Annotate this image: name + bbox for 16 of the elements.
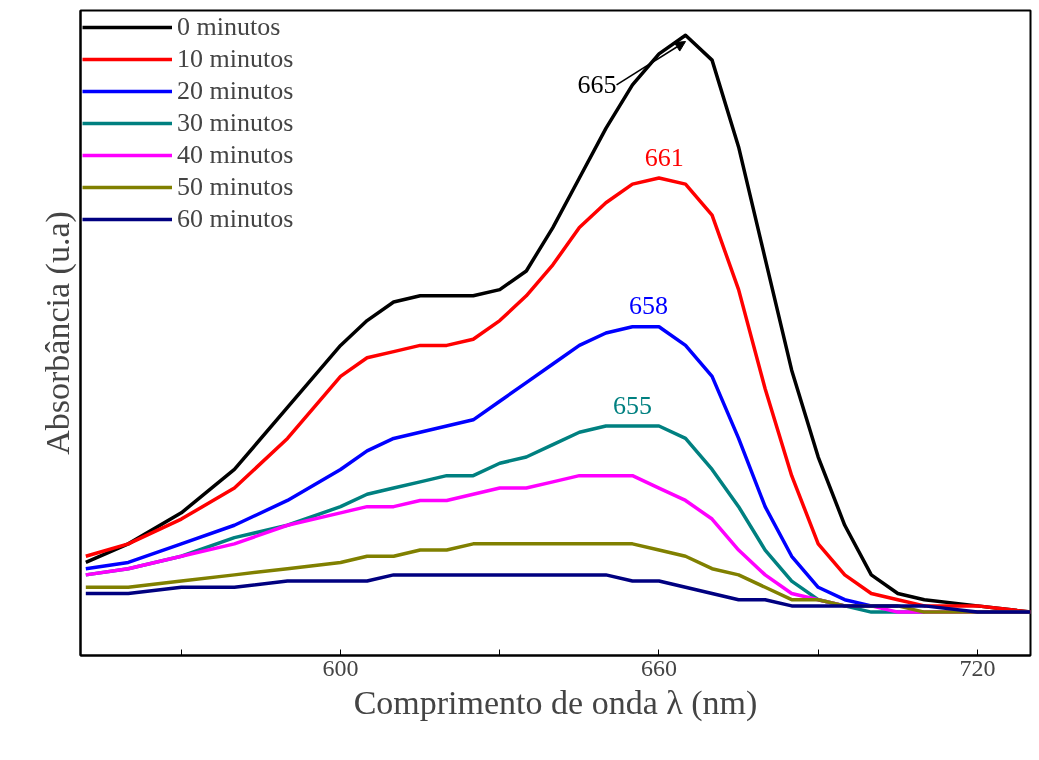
annotation: 665 — [577, 70, 617, 100]
legend-label: 20 minutos — [177, 76, 294, 106]
annotation: 658 — [628, 291, 668, 321]
legend-label: 30 minutos — [177, 108, 294, 138]
legend-label: 0 minutos — [177, 12, 281, 42]
legend-label: 60 minutos — [177, 204, 294, 234]
x-tick-label: 720 — [959, 654, 996, 681]
legend-label: 40 minutos — [177, 140, 294, 170]
y-axis-title: Absorbância (u.a) — [38, 211, 77, 455]
x-axis-title: Comprimento de onda λ (nm) — [353, 683, 758, 722]
legend-label: 50 minutos — [177, 172, 294, 202]
annotation: 655 — [612, 390, 652, 420]
x-tick-label: 600 — [322, 654, 359, 681]
annotation: 661 — [644, 142, 684, 172]
legend-label: 10 minutos — [177, 44, 294, 74]
x-tick-label: 660 — [640, 654, 677, 681]
